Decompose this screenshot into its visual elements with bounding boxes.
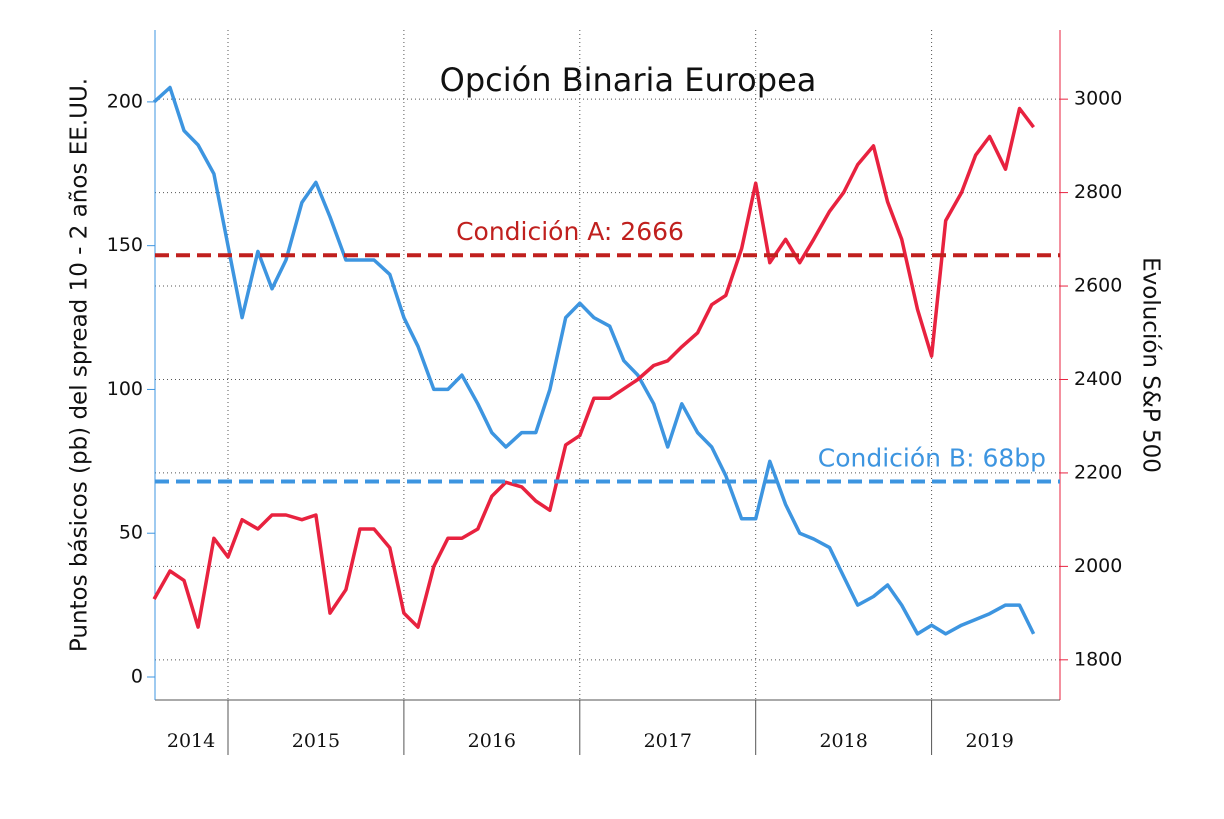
x-tick-label: 2014 [167, 730, 215, 752]
y-tick-label: 150 [107, 234, 143, 256]
series-line [152, 106, 1035, 629]
y-tick-label: 50 [119, 522, 143, 544]
y2-tick-label: 2800 [1074, 181, 1122, 203]
x-tick-label: 2018 [819, 730, 867, 752]
y-tick-label: 200 [107, 90, 143, 112]
x-tick-label: 2015 [292, 730, 340, 752]
y2-tick-label: 2400 [1074, 368, 1122, 390]
y2-axis-label: Evolución S&P 500 [1138, 257, 1164, 473]
reference-label: Condición B: 68bp [818, 443, 1046, 472]
y2-tick-label: 2200 [1074, 461, 1122, 483]
y-axis-label: Puntos básicos (pb) del spread 10 - 2 añ… [67, 78, 93, 652]
reference-label: Condición A: 2666 [456, 217, 684, 246]
x-tick-label: 2016 [468, 730, 516, 752]
y-tick-label: 100 [107, 378, 143, 400]
x-tick-label: 2019 [965, 730, 1013, 752]
y2-tick-label: 3000 [1074, 88, 1122, 110]
series-line [152, 85, 1036, 636]
y2-tick-label: 2600 [1074, 275, 1122, 297]
y2-tick-label: 2000 [1074, 555, 1122, 577]
chart-title: Opción Binaria Europea [440, 61, 817, 99]
x-tick-label: 2017 [644, 730, 692, 752]
y2-tick-label: 1800 [1074, 648, 1122, 670]
y-tick-label: 0 [131, 665, 143, 687]
